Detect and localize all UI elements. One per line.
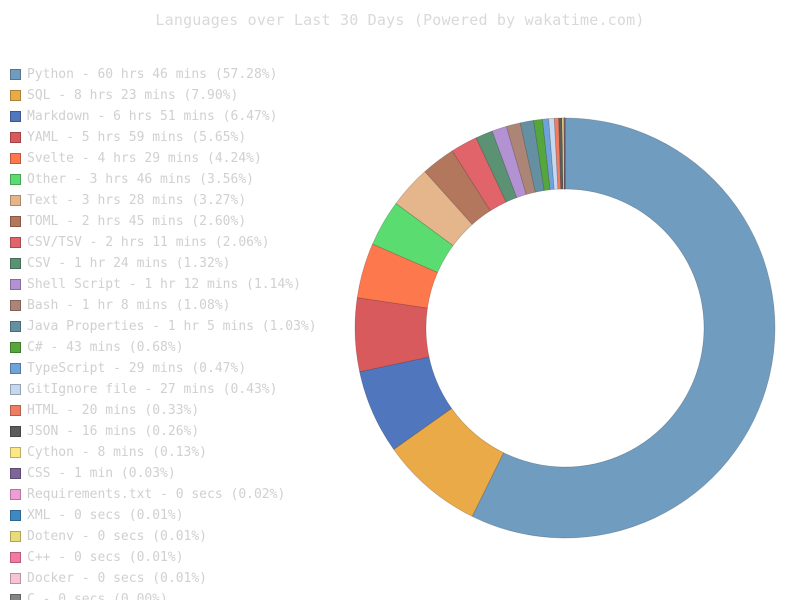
legend-swatch bbox=[10, 489, 21, 500]
legend-label: Svelte - 4 hrs 29 mins (4.24%) bbox=[27, 151, 262, 166]
legend-label: JSON - 16 mins (0.26%) bbox=[27, 424, 200, 439]
legend-item: C - 0 secs (0.00%) bbox=[10, 589, 317, 600]
donut-slice-sql bbox=[393, 407, 505, 517]
legend-label: GitIgnore file - 27 mins (0.43%) bbox=[27, 382, 278, 397]
legend-item: C# - 43 mins (0.68%) bbox=[10, 337, 317, 358]
legend-swatch bbox=[10, 594, 21, 600]
legend-swatch bbox=[10, 384, 21, 395]
legend-swatch bbox=[10, 300, 21, 311]
legend-swatch bbox=[10, 342, 21, 353]
legend-label: Bash - 1 hr 8 mins (1.08%) bbox=[27, 298, 231, 313]
legend-swatch bbox=[10, 552, 21, 563]
legend-label: TOML - 2 hrs 45 mins (2.60%) bbox=[27, 214, 247, 229]
legend-swatch bbox=[10, 237, 21, 248]
legend-item: CSS - 1 min (0.03%) bbox=[10, 463, 317, 484]
legend-item: JSON - 16 mins (0.26%) bbox=[10, 421, 317, 442]
legend-item: TypeScript - 29 mins (0.47%) bbox=[10, 358, 317, 379]
donut-slice-csv bbox=[475, 130, 518, 203]
legend-label: Requirements.txt - 0 secs (0.02%) bbox=[27, 487, 286, 502]
legend-swatch bbox=[10, 279, 21, 290]
legend-item: Python - 60 hrs 46 mins (57.28%) bbox=[10, 64, 317, 85]
legend-label: HTML - 20 mins (0.33%) bbox=[27, 403, 200, 418]
legend-swatch bbox=[10, 111, 21, 122]
legend-swatch bbox=[10, 426, 21, 437]
legend-swatch bbox=[10, 195, 21, 206]
donut-slice-gitignore-file bbox=[548, 117, 559, 190]
legend-label: Cython - 8 mins (0.13%) bbox=[27, 445, 208, 460]
legend-item: Cython - 8 mins (0.13%) bbox=[10, 442, 317, 463]
legend-item: SQL - 8 hrs 23 mins (7.90%) bbox=[10, 85, 317, 106]
legend-label: Python - 60 hrs 46 mins (57.28%) bbox=[27, 67, 278, 82]
donut-slice-c- bbox=[533, 118, 551, 191]
legend-item: Svelte - 4 hrs 29 mins (4.24%) bbox=[10, 148, 317, 169]
legend: Python - 60 hrs 46 mins (57.28%) SQL - 8 … bbox=[10, 64, 317, 600]
legend-label: Dotenv - 0 secs (0.01%) bbox=[27, 529, 208, 544]
legend-item: HTML - 20 mins (0.33%) bbox=[10, 400, 317, 421]
legend-swatch bbox=[10, 153, 21, 164]
donut-slice-typescript bbox=[542, 118, 555, 191]
donut-slice-html bbox=[553, 117, 562, 190]
legend-label: Other - 3 hrs 46 mins (3.56%) bbox=[27, 172, 254, 187]
legend-label: CSS - 1 min (0.03%) bbox=[27, 466, 176, 481]
legend-swatch bbox=[10, 363, 21, 374]
legend-label: TypeScript - 29 mins (0.47%) bbox=[27, 361, 247, 376]
legend-label: Text - 3 hrs 28 mins (3.27%) bbox=[27, 193, 247, 208]
legend-label: YAML - 5 hrs 59 mins (5.65%) bbox=[27, 130, 247, 145]
donut-slice-csv-tsv bbox=[451, 137, 507, 212]
donut-slice-other bbox=[372, 202, 454, 273]
legend-swatch bbox=[10, 405, 21, 416]
donut-slice-shell-script bbox=[491, 125, 527, 199]
legend-item: Shell Script - 1 hr 12 mins (1.14%) bbox=[10, 274, 317, 295]
legend-item: GitIgnore file - 27 mins (0.43%) bbox=[10, 379, 317, 400]
legend-label: Java Properties - 1 hr 5 mins (1.03%) bbox=[27, 319, 317, 334]
legend-swatch bbox=[10, 174, 21, 185]
legend-item: CSV/TSV - 2 hrs 11 mins (2.06%) bbox=[10, 232, 317, 253]
legend-item: Docker - 0 secs (0.01%) bbox=[10, 568, 317, 589]
legend-label: CSV/TSV - 2 hrs 11 mins (2.06%) bbox=[27, 235, 270, 250]
legend-item: Other - 3 hrs 46 mins (3.56%) bbox=[10, 169, 317, 190]
legend-item: TOML - 2 hrs 45 mins (2.60%) bbox=[10, 211, 317, 232]
legend-swatch bbox=[10, 573, 21, 584]
legend-swatch bbox=[10, 90, 21, 101]
legend-swatch bbox=[10, 258, 21, 269]
legend-swatch bbox=[10, 510, 21, 521]
donut-slice-java-properties bbox=[519, 119, 545, 193]
legend-item: YAML - 5 hrs 59 mins (5.65%) bbox=[10, 127, 317, 148]
donut-slice-css bbox=[563, 117, 565, 190]
legend-swatch bbox=[10, 447, 21, 458]
legend-label: XML - 0 secs (0.01%) bbox=[27, 508, 184, 523]
legend-item: Requirements.txt - 0 secs (0.02%) bbox=[10, 484, 317, 505]
legend-label: C - 0 secs (0.00%) bbox=[27, 592, 168, 600]
legend-label: C# - 43 mins (0.68%) bbox=[27, 340, 184, 355]
legend-swatch bbox=[10, 531, 21, 542]
legend-label: CSV - 1 hr 24 mins (1.32%) bbox=[27, 256, 231, 271]
legend-item: XML - 0 secs (0.01%) bbox=[10, 505, 317, 526]
legend-label: C++ - 0 secs (0.01%) bbox=[27, 550, 184, 565]
legend-swatch bbox=[10, 321, 21, 332]
legend-swatch bbox=[10, 216, 21, 227]
legend-swatch bbox=[10, 69, 21, 80]
donut-slice-bash bbox=[505, 122, 536, 195]
legend-item: Text - 3 hrs 28 mins (3.27%) bbox=[10, 190, 317, 211]
chart-title: Languages over Last 30 Days (Powered by … bbox=[155, 11, 645, 29]
donut-slice-python bbox=[471, 117, 776, 539]
legend-swatch bbox=[10, 468, 21, 479]
legend-item: Java Properties - 1 hr 5 mins (1.03%) bbox=[10, 316, 317, 337]
donut-slice-json bbox=[558, 117, 564, 190]
legend-swatch bbox=[10, 132, 21, 143]
legend-item: Markdown - 6 hrs 51 mins (6.47%) bbox=[10, 106, 317, 127]
legend-label: Shell Script - 1 hr 12 mins (1.14%) bbox=[27, 277, 301, 292]
donut-slice-yaml bbox=[354, 297, 430, 373]
legend-label: Markdown - 6 hrs 51 mins (6.47%) bbox=[27, 109, 278, 124]
legend-item: CSV - 1 hr 24 mins (1.32%) bbox=[10, 253, 317, 274]
legend-item: Bash - 1 hr 8 mins (1.08%) bbox=[10, 295, 317, 316]
legend-label: SQL - 8 hrs 23 mins (7.90%) bbox=[27, 88, 239, 103]
legend-item: Dotenv - 0 secs (0.01%) bbox=[10, 526, 317, 547]
legend-label: Docker - 0 secs (0.01%) bbox=[27, 571, 208, 586]
legend-item: C++ - 0 secs (0.01%) bbox=[10, 547, 317, 568]
